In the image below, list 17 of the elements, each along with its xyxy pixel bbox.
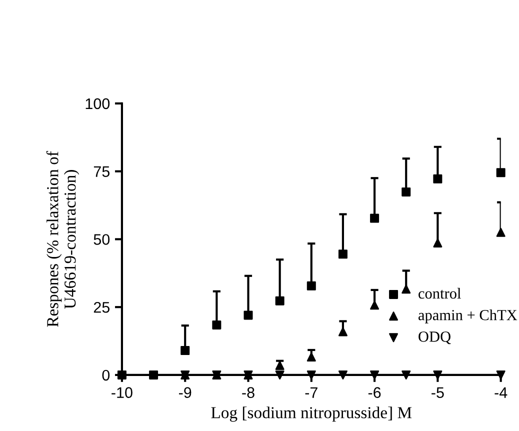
x-tick-label: -5 [432,387,444,398]
x-tick-label: -6 [368,387,381,398]
legend-label: control [418,288,461,299]
y-tick-label: 75 [94,166,110,178]
y-axis-title: Respones (% relaxation of U46619-contraction) [46,151,80,327]
x-axis-title: Log [sodium nitroprusside] M [211,406,412,422]
y-tick-label: 100 [86,98,110,110]
legend-label: apamin + ChTX [418,309,518,324]
x-tick-label: -10 [112,387,132,398]
y-tick-label: 0 [102,370,110,381]
y-tick-label: 25 [94,302,110,313]
legend-label: ODQ [418,332,451,344]
x-tick-label: -9 [178,387,192,398]
x-tick-label: -4 [494,387,508,398]
x-tick-label: -7 [305,387,318,398]
y-tick-label: 50 [94,234,110,245]
x-tick-label: -8 [242,387,254,398]
